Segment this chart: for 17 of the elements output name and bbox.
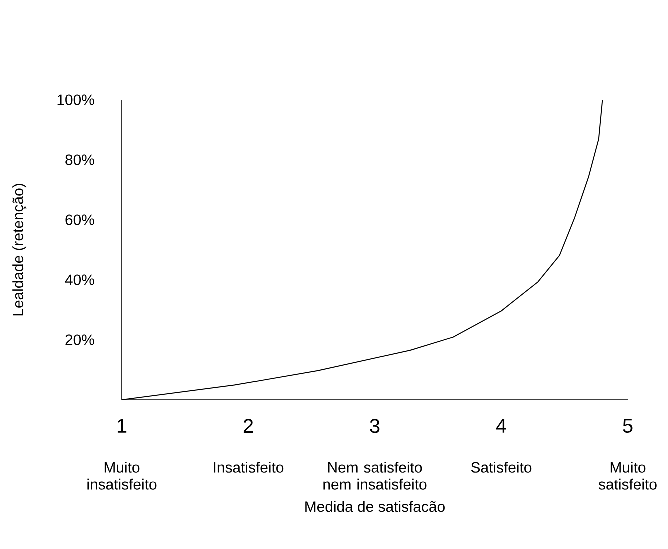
text: Nem satisfeito nem insatisfeito <box>324 462 427 490</box>
text: Muito insatisfeito <box>88 462 157 490</box>
x-tick-label: 2 <box>244 419 254 434</box>
y-tick-label: 100% <box>58 94 94 106</box>
x-tick-label: 5 <box>623 419 633 434</box>
y-axis-title: Lealdade (retenção) <box>12 184 27 316</box>
y-tick-label: 20% <box>66 334 94 346</box>
x-tick-label: 4 <box>496 419 506 433</box>
text: Insatisfeito <box>214 462 284 473</box>
x-tick-label: 3 <box>370 419 380 434</box>
y-tick-label: 60% <box>66 214 94 226</box>
y-tick-label: 80% <box>66 154 94 166</box>
x-tick-label: 1 <box>118 419 127 433</box>
y-tick-label: 40% <box>65 274 94 286</box>
text: Muito satisfeito <box>598 462 657 490</box>
x-axis-title: Medida de satisfacão <box>306 501 445 512</box>
text: Satisfeito <box>471 462 532 473</box>
